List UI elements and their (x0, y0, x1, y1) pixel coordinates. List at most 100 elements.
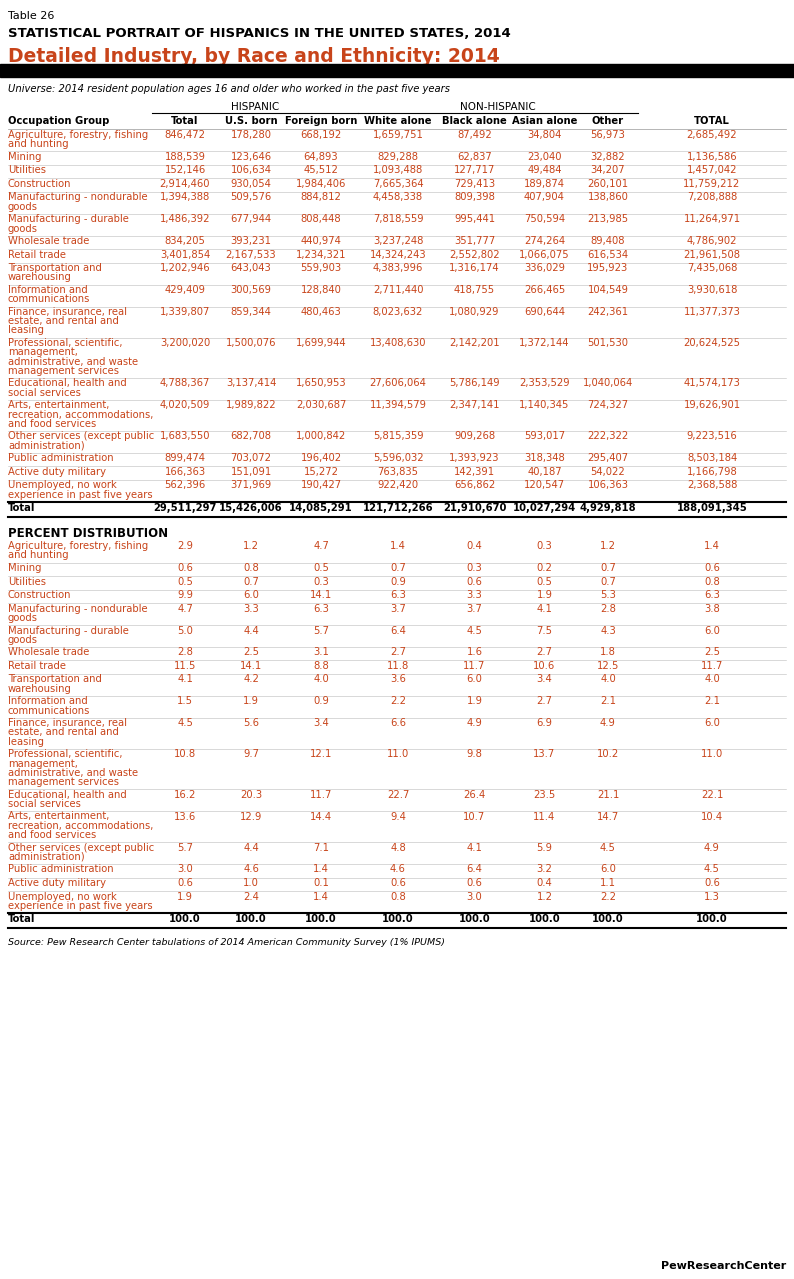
Text: 1,989,822: 1,989,822 (225, 400, 276, 411)
Text: 763,835: 763,835 (377, 467, 418, 477)
Text: 195,923: 195,923 (588, 263, 629, 274)
Text: 2.2: 2.2 (390, 696, 406, 706)
Text: social services: social services (8, 799, 81, 808)
Text: 10.7: 10.7 (464, 811, 486, 821)
Text: 7,208,888: 7,208,888 (687, 192, 737, 202)
Text: Construction: Construction (8, 179, 71, 189)
Text: 4.9: 4.9 (600, 719, 616, 728)
Text: Wholesale trade: Wholesale trade (8, 237, 90, 246)
Text: warehousing: warehousing (8, 683, 72, 693)
Text: 15,426,006: 15,426,006 (219, 503, 283, 513)
Text: 0.5: 0.5 (537, 577, 553, 587)
Text: 4,458,338: 4,458,338 (373, 192, 423, 202)
Text: 4,788,367: 4,788,367 (160, 379, 210, 389)
Text: 0.5: 0.5 (313, 563, 329, 573)
Bar (0, 64, 794, 77)
Text: 152,146: 152,146 (164, 165, 206, 175)
Text: 440,974: 440,974 (301, 237, 341, 246)
Text: 0.7: 0.7 (600, 577, 616, 587)
Text: 178,280: 178,280 (230, 130, 272, 139)
Text: Utilities: Utilities (8, 165, 46, 175)
Text: 4.0: 4.0 (313, 674, 329, 684)
Text: 1.4: 1.4 (313, 891, 329, 902)
Text: 21.1: 21.1 (597, 789, 619, 799)
Text: 100.0: 100.0 (305, 914, 337, 925)
Text: Information and: Information and (8, 696, 88, 706)
Text: 300,569: 300,569 (230, 285, 272, 295)
Text: leasing: leasing (8, 737, 44, 747)
Text: 0.9: 0.9 (390, 577, 406, 587)
Text: Information and: Information and (8, 285, 88, 295)
Text: 10.8: 10.8 (174, 749, 196, 760)
Text: 1,486,392: 1,486,392 (160, 215, 210, 224)
Text: goods: goods (8, 202, 38, 211)
Text: Active duty military: Active duty military (8, 467, 106, 477)
Text: 26.4: 26.4 (464, 789, 486, 799)
Text: 6.0: 6.0 (600, 865, 616, 875)
Text: 6.3: 6.3 (313, 604, 329, 614)
Text: 3.8: 3.8 (704, 604, 720, 614)
Text: Educational, health and: Educational, health and (8, 789, 127, 799)
Text: 222,322: 222,322 (588, 431, 629, 441)
Text: 9.8: 9.8 (467, 749, 483, 760)
Text: 3.7: 3.7 (467, 604, 483, 614)
Text: 100.0: 100.0 (235, 914, 267, 925)
Text: 62,837: 62,837 (457, 152, 491, 162)
Text: Mining: Mining (8, 563, 41, 573)
Text: 11.5: 11.5 (174, 661, 196, 671)
Text: 6.0: 6.0 (704, 625, 720, 636)
Text: Other: Other (592, 116, 624, 127)
Text: 127,717: 127,717 (454, 165, 495, 175)
Text: 11.4: 11.4 (534, 811, 556, 821)
Text: 1,984,406: 1,984,406 (296, 179, 346, 189)
Text: 12.9: 12.9 (240, 811, 262, 821)
Text: 5.9: 5.9 (537, 843, 553, 853)
Text: Active duty military: Active duty military (8, 877, 106, 888)
Text: Unemployed, no work: Unemployed, no work (8, 481, 117, 490)
Text: 11.0: 11.0 (387, 749, 409, 760)
Text: 393,231: 393,231 (230, 237, 272, 246)
Text: 34,207: 34,207 (591, 165, 626, 175)
Text: 4.9: 4.9 (704, 843, 720, 853)
Text: 2.1: 2.1 (704, 696, 720, 706)
Text: 0.6: 0.6 (704, 563, 720, 573)
Text: 0.8: 0.8 (243, 563, 259, 573)
Text: 690,644: 690,644 (524, 307, 565, 317)
Text: 1,202,946: 1,202,946 (160, 263, 210, 274)
Text: 0.7: 0.7 (243, 577, 259, 587)
Text: 5,815,359: 5,815,359 (372, 431, 423, 441)
Text: 123,646: 123,646 (230, 152, 272, 162)
Text: 13.7: 13.7 (534, 749, 556, 760)
Text: 2,142,201: 2,142,201 (449, 338, 499, 348)
Text: 643,043: 643,043 (230, 263, 272, 274)
Text: 0.4: 0.4 (467, 541, 483, 551)
Text: 6.0: 6.0 (467, 674, 483, 684)
Text: Other services (except public: Other services (except public (8, 843, 154, 853)
Text: 49,484: 49,484 (527, 165, 561, 175)
Text: Arts, entertainment,: Arts, entertainment, (8, 811, 110, 821)
Text: 2.4: 2.4 (243, 891, 259, 902)
Text: management services: management services (8, 776, 119, 787)
Text: 138,860: 138,860 (588, 192, 628, 202)
Text: 808,448: 808,448 (301, 215, 341, 224)
Text: 2,368,588: 2,368,588 (687, 481, 737, 490)
Text: Agriculture, forestry, fishing: Agriculture, forestry, fishing (8, 130, 148, 139)
Text: 1.2: 1.2 (600, 541, 616, 551)
Text: 3.3: 3.3 (467, 590, 483, 600)
Text: Public administration: Public administration (8, 865, 114, 875)
Text: 995,441: 995,441 (454, 215, 495, 224)
Text: Manufacturing - nondurable: Manufacturing - nondurable (8, 604, 148, 614)
Text: 5.7: 5.7 (313, 625, 329, 636)
Text: 5.0: 5.0 (177, 625, 193, 636)
Text: Asian alone: Asian alone (512, 116, 577, 127)
Text: White alone: White alone (364, 116, 432, 127)
Text: 22.1: 22.1 (701, 789, 723, 799)
Text: 9.7: 9.7 (243, 749, 259, 760)
Text: 501,530: 501,530 (588, 338, 629, 348)
Text: 3,200,020: 3,200,020 (160, 338, 210, 348)
Text: 6.0: 6.0 (243, 590, 259, 600)
Text: 1,393,923: 1,393,923 (449, 453, 499, 463)
Text: 100.0: 100.0 (592, 914, 624, 925)
Text: 4.5: 4.5 (600, 843, 616, 853)
Text: 10.4: 10.4 (701, 811, 723, 821)
